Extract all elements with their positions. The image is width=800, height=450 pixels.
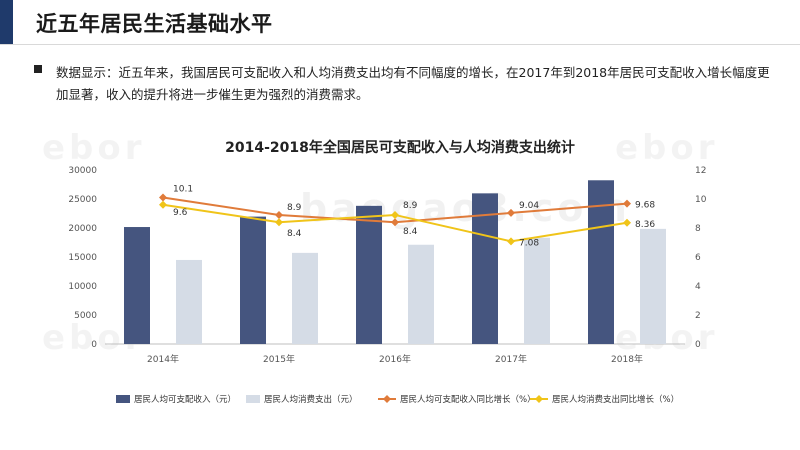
income-growth-data-label: 8.4 (403, 227, 418, 237)
left-axis-tick-label: 20000 (68, 224, 97, 234)
income-growth-point (275, 210, 283, 219)
bullet-icon (34, 65, 42, 73)
spending-growth-point (159, 200, 167, 209)
income-bar (240, 216, 266, 344)
spending-growth-point (391, 210, 399, 219)
right-axis-tick-label: 4 (695, 282, 701, 292)
income-growth-point (623, 199, 631, 208)
chart-legend: 居民人均可支配收入（元） 居民人均消费支出（元） 居民人均可支配收入同比增长（%） 居… (116, 394, 679, 405)
right-axis-tick-label: 10 (695, 195, 707, 205)
spending-bar (640, 228, 666, 344)
spending-growth-point (623, 218, 631, 227)
legend-marker (535, 395, 543, 403)
left-axis-tick-label: 10000 (68, 282, 97, 292)
income-growth-point (507, 208, 515, 217)
left-axis-tick-label: 5000 (74, 311, 97, 321)
summary-bullet: 数据显示：近五年来，我国居民可支配收入和人均消费支出均有不同幅度的增长，在201… (34, 62, 774, 106)
summary-text: 数据显示：近五年来，我国居民可支配收入和人均消费支出均有不同幅度的增长，在201… (56, 65, 770, 102)
income-growth-data-label: 9.68 (635, 201, 655, 211)
brand-watermark: ebor (615, 128, 719, 168)
income-bar (124, 227, 150, 344)
chart-lines: 10.1 8.9 8.4 9.04 9.68 9.6 8.4 8.9 7.08 8.36 (159, 185, 655, 248)
spending-growth-point (507, 237, 515, 246)
brand-watermark: ebor (42, 128, 146, 168)
title-accent-bar (0, 0, 13, 44)
legend-label: 居民人均消费支出同比增长（%） (552, 394, 679, 405)
page-title: 近五年居民生活基础水平 (36, 12, 273, 36)
left-axis-tick-label: 0 (91, 340, 97, 350)
legend-label: 居民人均消费支出（元） (264, 394, 358, 405)
title-divider (0, 44, 800, 45)
x-axis-tick-label: 2018年 (611, 353, 643, 365)
income-growth-data-label: 10.1 (173, 185, 193, 195)
legend-label: 居民人均可支配收入同比增长（%） (400, 394, 536, 405)
right-axis-tick-label: 12 (695, 166, 706, 176)
x-axis-tick-label: 2015年 (263, 353, 295, 365)
income-growth-data-label: 8.9 (287, 203, 302, 213)
spending-growth-data-label: 9.6 (173, 208, 188, 218)
left-axis-tick-label: 30000 (68, 166, 97, 176)
left-axis-tick-label: 25000 (68, 195, 97, 205)
x-axis-tick-label: 2016年 (379, 353, 411, 365)
chart-title: 2014-2018年全国居民可支配收入与人均消费支出统计 (225, 139, 575, 156)
spending-growth-data-label: 7.08 (519, 238, 539, 248)
right-axis-tick-label: 8 (695, 224, 701, 234)
income-growth-data-label: 9.04 (519, 201, 539, 211)
legend-swatch (246, 395, 260, 403)
right-axis-tick-label: 2 (695, 311, 701, 321)
spending-growth-data-label: 8.9 (403, 201, 418, 211)
spending-bar (408, 244, 434, 344)
spending-growth-data-label: 8.36 (635, 220, 655, 230)
income-bar (356, 205, 382, 344)
spending-bar (524, 237, 550, 344)
spending-bar (176, 259, 202, 344)
spending-growth-data-label: 8.4 (287, 229, 302, 239)
income-growth-point (159, 193, 167, 202)
legend-marker (383, 395, 391, 403)
chart-bars (124, 180, 666, 344)
income-growth-point (391, 218, 399, 227)
legend-label: 居民人均可支配收入（元） (134, 394, 236, 405)
left-axis-tick-label: 15000 (68, 253, 97, 263)
right-axis-tick-label: 6 (695, 253, 701, 263)
spending-growth-point (275, 218, 283, 227)
legend-swatch (116, 395, 130, 403)
x-axis-tick-label: 2017年 (495, 353, 527, 365)
spending-bar (292, 252, 318, 344)
right-axis-tick-label: 0 (695, 340, 701, 350)
income-bar (472, 193, 498, 344)
income-bar (588, 180, 614, 344)
x-axis-tick-label: 2014年 (147, 353, 179, 365)
